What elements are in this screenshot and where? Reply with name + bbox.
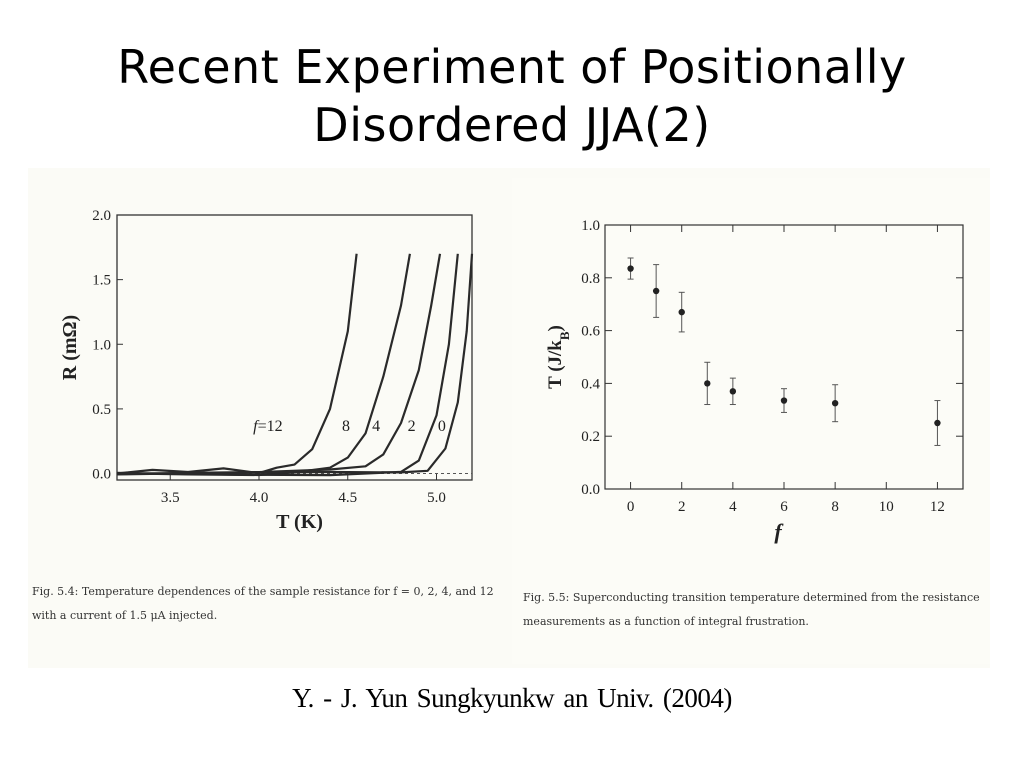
x-tick-label: 10 xyxy=(879,499,894,515)
data-point xyxy=(678,308,685,316)
scanned-figure-background-right xyxy=(512,178,990,664)
series-line-f-12 xyxy=(116,253,358,475)
series-label: f=12 xyxy=(253,418,282,435)
x-tick-label: 5.0 xyxy=(427,490,446,506)
series-label: 0 xyxy=(438,418,446,435)
series-label: 8 xyxy=(342,418,350,435)
slide-title-line-1: Recent Experiment of Positionally xyxy=(117,40,907,94)
y-tick-label: 1.0 xyxy=(581,218,600,234)
x-axis-label: f xyxy=(774,519,784,544)
series-label: 4 xyxy=(372,418,380,435)
x-axis-label: T (K) xyxy=(276,511,323,533)
x-tick-label: 8 xyxy=(831,499,839,515)
data-point xyxy=(729,388,737,395)
x-tick-label: 4 xyxy=(729,499,737,515)
series-label: 2 xyxy=(408,418,416,435)
x-tick-label: 3.5 xyxy=(161,490,180,506)
y-tick-label: 0.6 xyxy=(581,324,600,340)
slide-title-line-2: Disordered JJA(2) xyxy=(313,98,711,152)
y-axis-label: T (J/kB) xyxy=(545,325,572,389)
data-point xyxy=(704,380,711,387)
x-tick-label: 12 xyxy=(930,499,945,515)
y-tick-label: 2.0 xyxy=(92,208,111,224)
x-tick-label: 2 xyxy=(678,499,686,515)
y-tick-label: 1.5 xyxy=(92,273,111,289)
y-axis-label: R (mΩ) xyxy=(59,315,81,380)
slide-footer-citation: Y. - J. Yun Sungkyunkw an Univ. (2004) xyxy=(292,683,732,713)
series-line-0 xyxy=(116,253,474,476)
data-point xyxy=(627,265,634,272)
slide-title: Recent Experiment of Positionally Disord… xyxy=(0,38,1024,154)
figure-caption-right: Fig. 5.5: Superconducting transition tem… xyxy=(523,591,980,628)
data-point xyxy=(831,400,839,407)
x-tick-label: 0 xyxy=(627,499,635,515)
x-tick-label: 4.0 xyxy=(250,490,269,506)
y-tick-label: 0.2 xyxy=(581,429,600,445)
data-point xyxy=(934,419,941,427)
y-tick-label: 1.0 xyxy=(92,337,111,353)
y-tick-label: 0.4 xyxy=(581,376,600,392)
y-tick-label: 0.0 xyxy=(92,467,111,483)
y-tick-label: 0.5 xyxy=(92,402,111,418)
x-tick-label: 6 xyxy=(780,499,788,515)
data-point xyxy=(780,397,788,404)
y-tick-label: 0.8 xyxy=(581,271,600,287)
y-tick-label: 0.0 xyxy=(581,482,600,498)
plot-frame xyxy=(116,214,473,481)
figure-caption-left: Fig. 5.4: Temperature dependences of the… xyxy=(32,585,494,622)
x-tick-label: 4.5 xyxy=(338,490,357,506)
data-point xyxy=(652,287,660,295)
